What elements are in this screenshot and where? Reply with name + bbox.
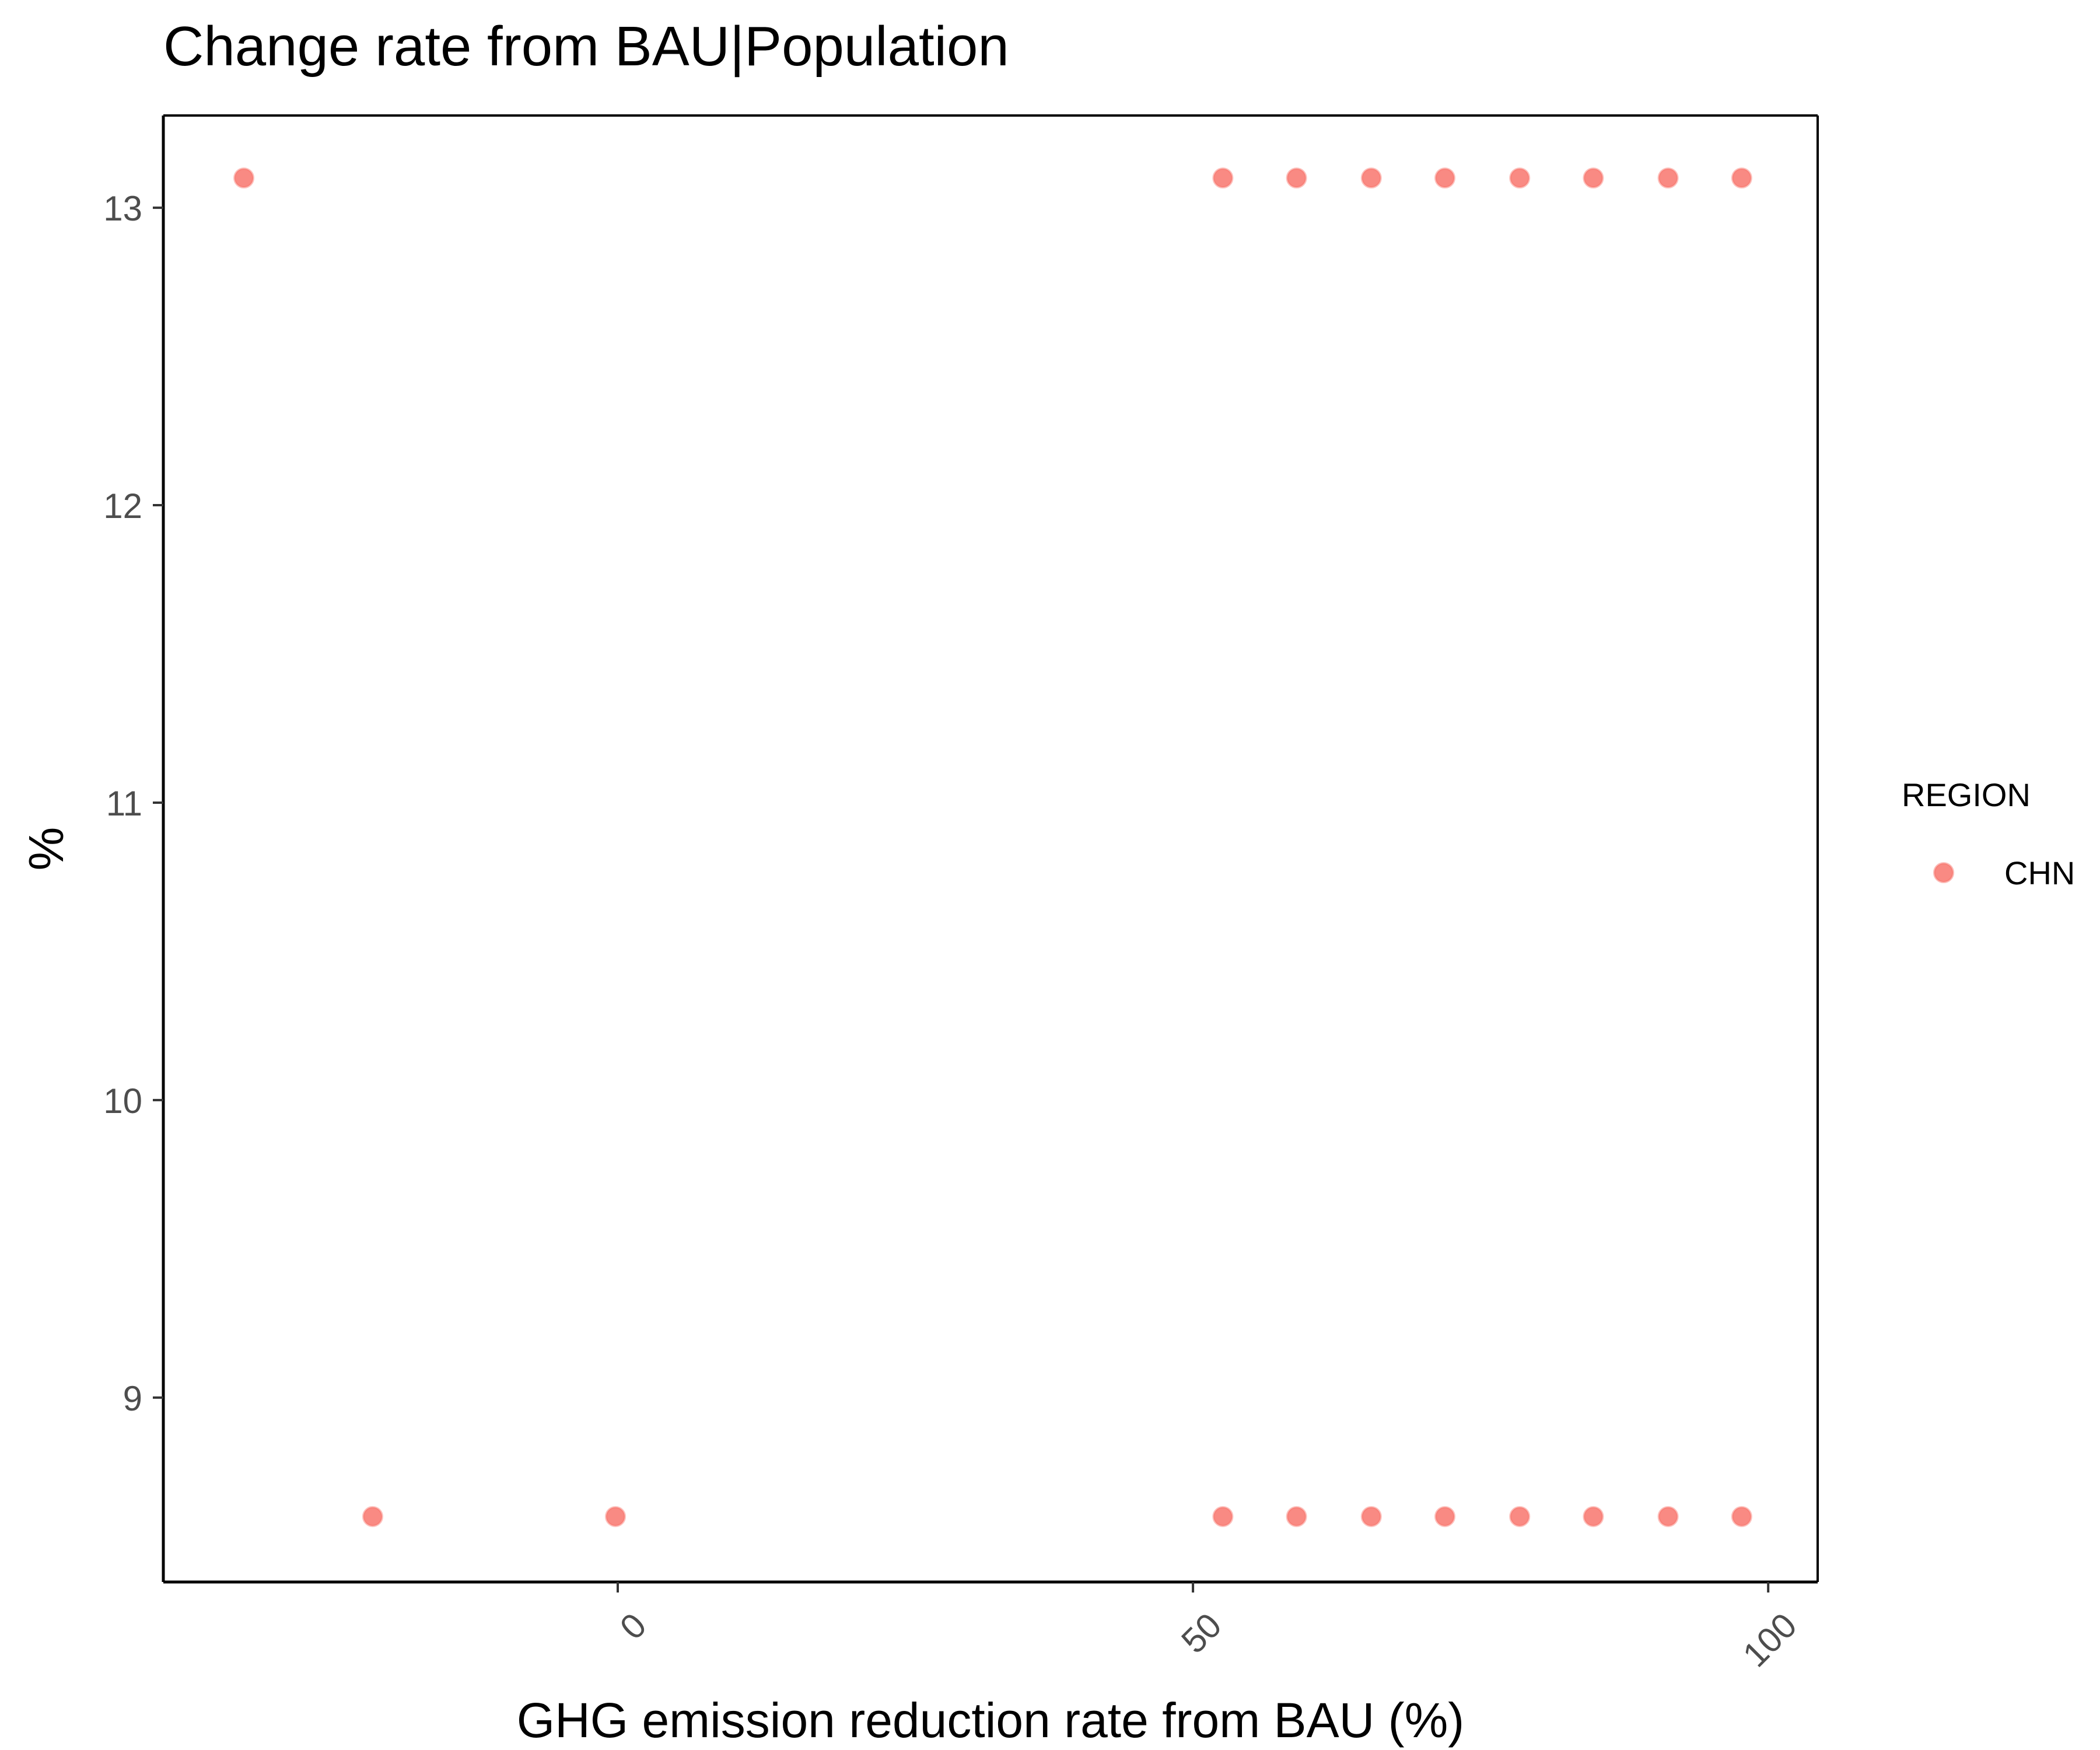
data-point [605, 1506, 626, 1527]
data-point [1360, 167, 1382, 189]
y-axis-label: % [19, 827, 74, 871]
data-point [1657, 167, 1679, 189]
data-point [1286, 1506, 1307, 1527]
data-point [1509, 167, 1531, 189]
data-points [233, 167, 1752, 1527]
legend-label-chn: CHN [2004, 855, 2075, 891]
y-tick-label: 13 [103, 189, 142, 228]
data-point [1212, 167, 1234, 189]
x-tick-label: 100 [1735, 1605, 1804, 1674]
x-axis-label: GHG emission reduction rate from BAU (%) [517, 1693, 1464, 1748]
x-tick-label: 50 [1174, 1605, 1229, 1661]
data-point [1212, 1506, 1234, 1527]
data-point [1731, 167, 1752, 189]
data-point [1731, 1506, 1752, 1527]
data-point [362, 1506, 383, 1527]
data-point [1286, 167, 1307, 189]
data-point [233, 167, 255, 189]
y-tick-label: 10 [103, 1082, 142, 1121]
legend-title: REGION [1902, 776, 2031, 813]
x-axis-ticks: 0 50 100 [612, 1582, 1804, 1675]
data-point [1434, 167, 1456, 189]
y-tick-label: 9 [123, 1379, 142, 1418]
data-point [1360, 1506, 1382, 1527]
chart-title: Change rate from BAU|Population [163, 15, 1009, 78]
plot-panel [163, 116, 1818, 1582]
legend-key-chn [1933, 862, 1954, 883]
y-tick-label: 12 [103, 487, 142, 526]
data-point [1509, 1506, 1531, 1527]
data-point [1434, 1506, 1456, 1527]
data-point [1657, 1506, 1679, 1527]
data-point [1583, 1506, 1604, 1527]
x-tick-label: 0 [612, 1605, 654, 1647]
y-axis-ticks: 9 10 11 12 13 [103, 189, 163, 1418]
data-point [1583, 167, 1604, 189]
y-tick-label: 11 [106, 784, 142, 823]
